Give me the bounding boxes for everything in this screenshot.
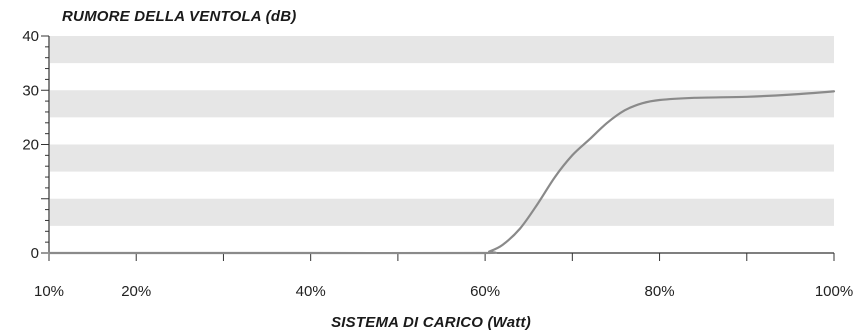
y-tick-label: 30 bbox=[22, 82, 39, 99]
x-tick-label: 100% bbox=[815, 283, 853, 300]
x-tick-label: 60% bbox=[470, 283, 500, 300]
grid-band bbox=[50, 90, 834, 118]
y-tick-label: 40 bbox=[22, 28, 39, 45]
y-axis-title: RUMORE DELLA VENTOLA (dB) bbox=[62, 8, 297, 25]
x-axis-title: SISTEMA DI CARICO (Watt) bbox=[331, 314, 531, 331]
y-tick-label: 20 bbox=[22, 137, 39, 154]
grid-band bbox=[50, 198, 834, 226]
x-tick-label: 40% bbox=[296, 283, 326, 300]
x-tick-label: 10% bbox=[34, 283, 64, 300]
x-tick-label: 80% bbox=[645, 283, 675, 300]
series-line bbox=[47, 90, 836, 255]
grid-band bbox=[50, 144, 834, 172]
grid-band bbox=[50, 36, 834, 64]
y-tick-label: 0 bbox=[31, 245, 39, 262]
x-tick-label: 20% bbox=[121, 283, 151, 300]
